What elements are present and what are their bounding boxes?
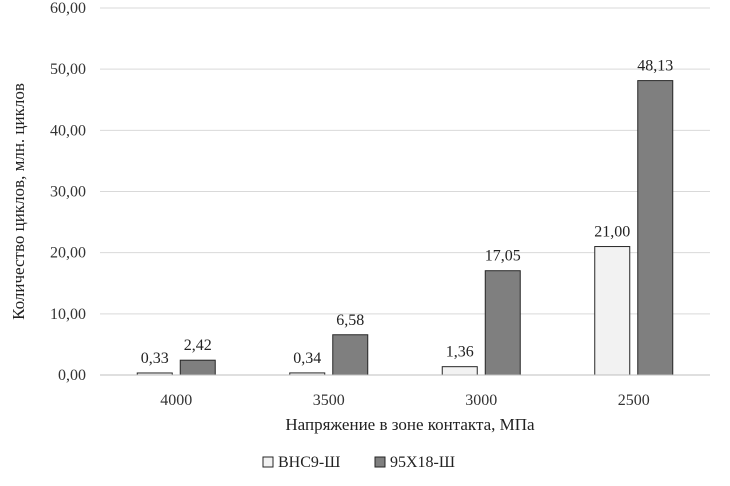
y-tick-label: 60,00 bbox=[50, 0, 86, 17]
bar bbox=[441, 366, 478, 376]
data-label: 6,58 bbox=[336, 312, 364, 329]
x-axis-ticks: 4000 3500 3000 2500 bbox=[160, 392, 650, 409]
bar bbox=[179, 359, 216, 376]
bar bbox=[637, 80, 674, 376]
x-tick-label: 3000 bbox=[465, 392, 497, 409]
bar bbox=[594, 246, 631, 376]
data-label: 0,34 bbox=[293, 350, 321, 367]
data-label: 2,42 bbox=[184, 337, 212, 354]
y-tick-label: 20,00 bbox=[50, 245, 86, 262]
legend-swatch bbox=[262, 456, 274, 468]
y-axis-ticks: 0,00 10,00 20,00 30,00 40,00 50,00 60,00 bbox=[50, 0, 86, 384]
data-label: 21,00 bbox=[594, 224, 630, 241]
data-label: 0,33 bbox=[141, 350, 169, 367]
data-label: 17,05 bbox=[485, 248, 521, 265]
data-label: 48,13 bbox=[637, 58, 673, 75]
bars bbox=[136, 80, 674, 376]
legend: ВНС9-Ш 95Х18-Ш bbox=[262, 454, 455, 471]
y-tick-label: 50,00 bbox=[50, 61, 86, 78]
y-tick-label: 40,00 bbox=[50, 122, 86, 139]
legend-label: ВНС9-Ш bbox=[278, 454, 340, 471]
y-tick-label: 30,00 bbox=[50, 184, 86, 201]
legend-label: 95Х18-Ш bbox=[390, 454, 455, 471]
y-tick-label: 0,00 bbox=[58, 367, 86, 384]
data-label: 1,36 bbox=[446, 344, 474, 361]
data-labels: 0,33 2,42 0,34 6,58 1,36 17,05 21,00 48,13 bbox=[141, 58, 674, 367]
legend-swatch bbox=[374, 456, 386, 468]
x-tick-label: 2500 bbox=[618, 392, 650, 409]
bar bbox=[332, 334, 369, 376]
y-axis-title: Количество циклов, млн. циклов bbox=[9, 83, 28, 320]
x-tick-label: 4000 bbox=[160, 392, 192, 409]
x-axis-title: Напряжение в зоне контакта, МПа bbox=[285, 415, 535, 434]
bar bbox=[484, 270, 521, 376]
x-tick-label: 3500 bbox=[313, 392, 345, 409]
y-tick-label: 10,00 bbox=[50, 306, 86, 323]
